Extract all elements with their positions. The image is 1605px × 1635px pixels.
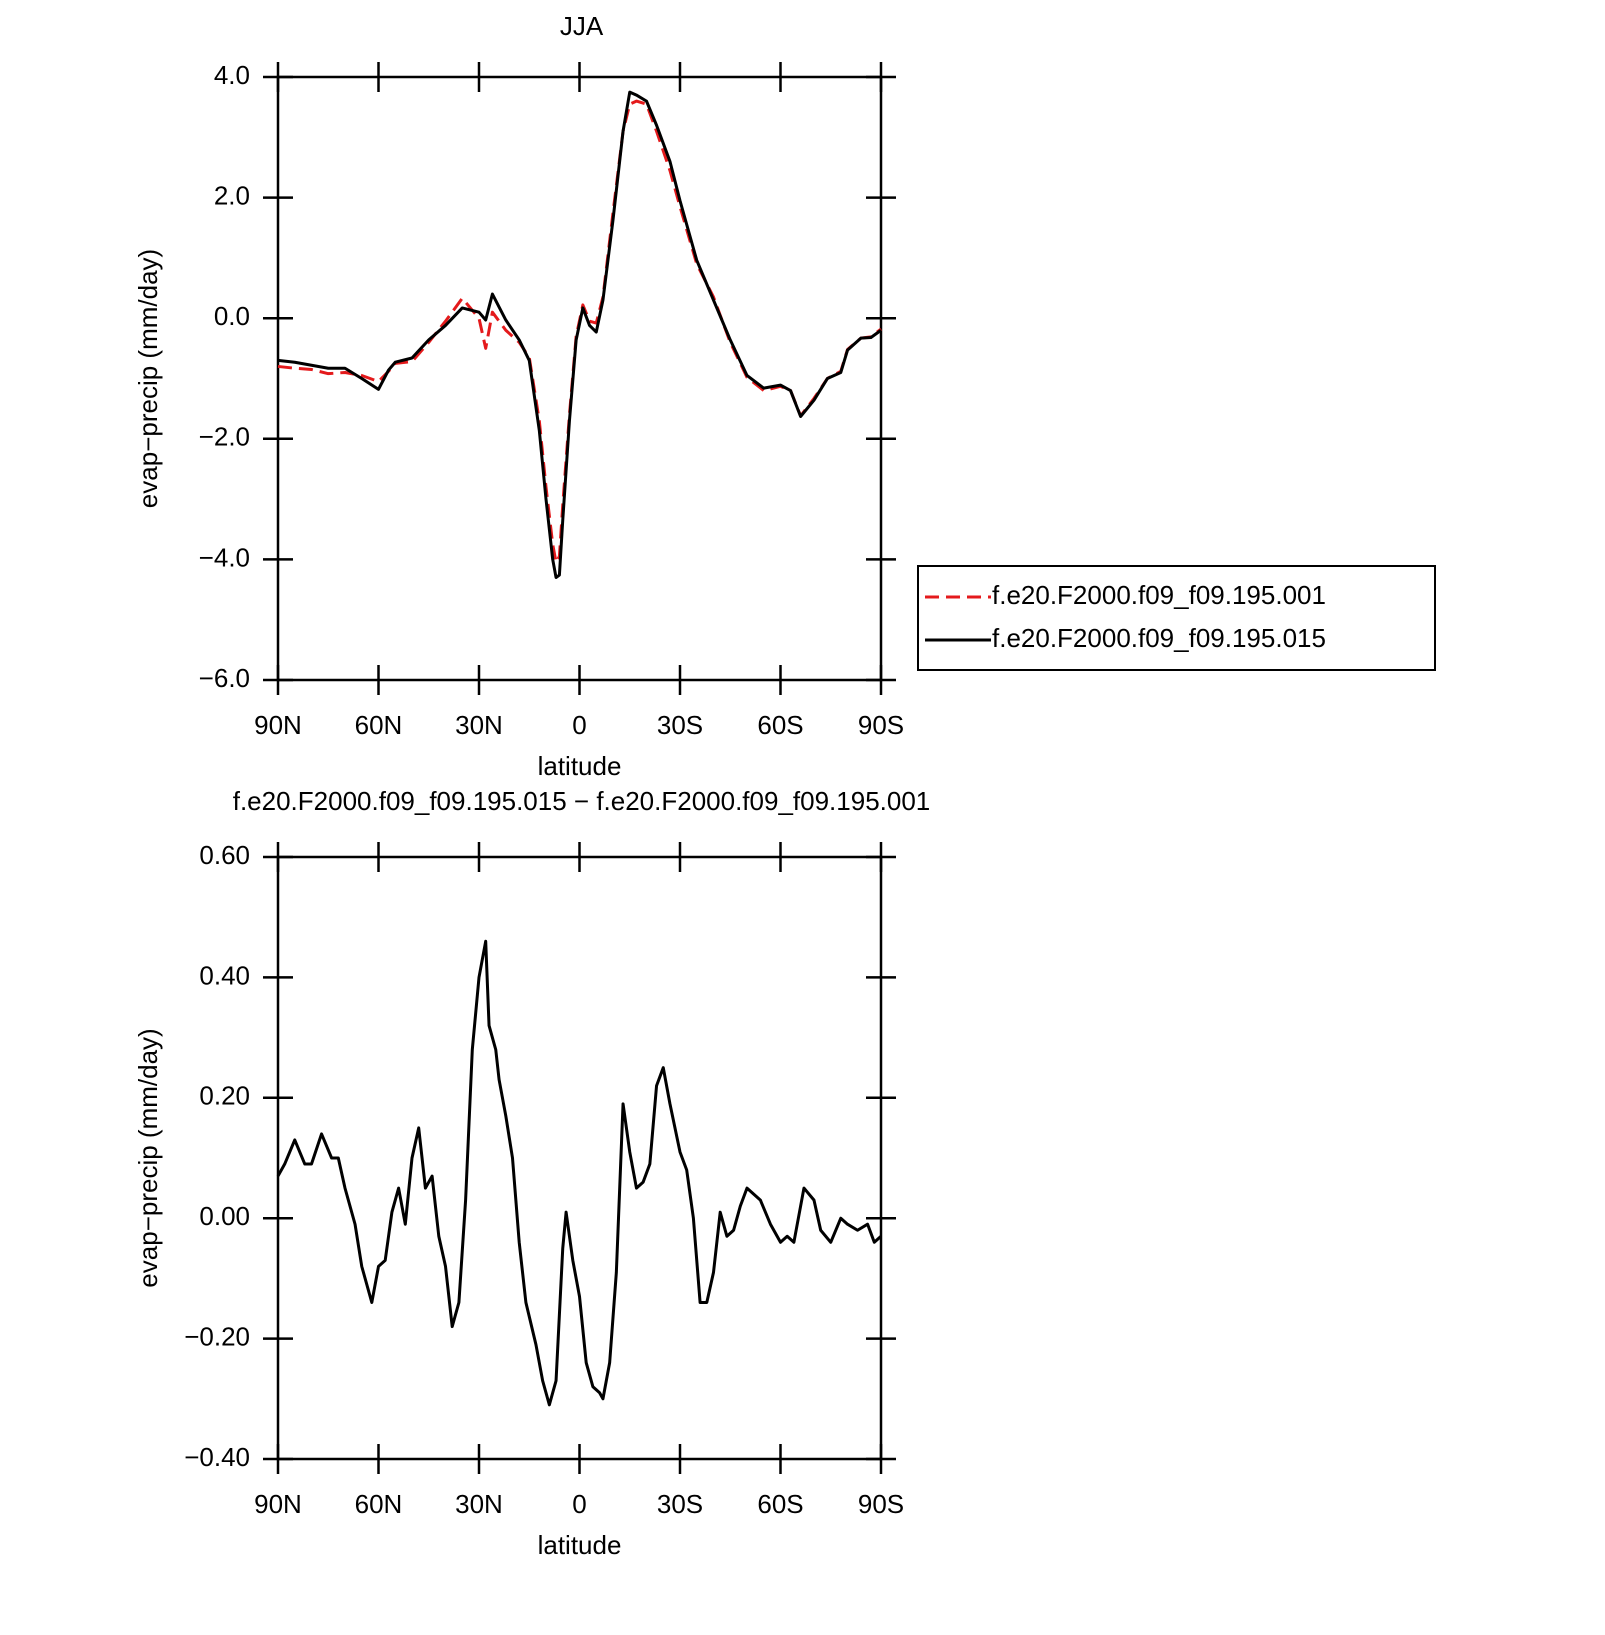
x-tick-label: 30N <box>455 710 503 740</box>
y-tick-label: −2.0 <box>199 422 250 452</box>
x-axis-label: latitude <box>538 751 622 781</box>
data-line <box>277 99 882 564</box>
x-tick-label: 0 <box>572 1489 586 1519</box>
legend-label: f.e20.F2000.f09_f09.195.001 <box>992 580 1326 610</box>
y-tick-label: −4.0 <box>199 542 250 572</box>
y-tick-label: 0.40 <box>199 960 250 990</box>
x-tick-label: 60S <box>757 710 803 740</box>
plot-frame <box>276 855 883 1461</box>
x-tick-label: 60N <box>355 1489 403 1519</box>
chart-title: f.e20.F2000.f09_f09.195.015 − f.e20.F200… <box>233 786 931 816</box>
x-tick-label: 30S <box>657 710 703 740</box>
x-tick-label: 30S <box>657 1489 703 1519</box>
x-tick-label: 60S <box>757 1489 803 1519</box>
y-tick-label: 4.0 <box>214 60 250 90</box>
plot-frame <box>276 75 883 682</box>
data-line <box>276 939 883 1407</box>
y-tick-label: 0.0 <box>214 301 250 331</box>
x-tick-label: 30N <box>455 1489 503 1519</box>
x-axis-label: latitude <box>538 1530 622 1560</box>
y-axis-label: evap−precip (mm/day) <box>133 1028 163 1287</box>
x-tick-label: 60N <box>355 710 403 740</box>
y-axis-label: evap−precip (mm/day) <box>133 249 163 508</box>
y-tick-label: 0.20 <box>199 1081 250 1111</box>
legend-box <box>917 565 1436 671</box>
x-tick-label: 90N <box>254 710 302 740</box>
y-tick-label: −0.20 <box>184 1321 250 1351</box>
y-tick-label: −0.40 <box>184 1442 250 1472</box>
x-tick-label: 90N <box>254 1489 302 1519</box>
x-tick-label: 90S <box>858 710 904 740</box>
y-tick-label: 0.60 <box>199 840 250 870</box>
chart-title: JJA <box>560 11 604 41</box>
legend-label: f.e20.F2000.f09_f09.195.015 <box>992 623 1326 653</box>
y-tick-label: 2.0 <box>214 180 250 210</box>
x-tick-label: 90S <box>858 1489 904 1519</box>
data-line <box>277 90 882 579</box>
x-tick-label: 0 <box>572 710 586 740</box>
y-tick-label: 0.00 <box>199 1201 250 1231</box>
y-tick-label: −6.0 <box>199 663 250 693</box>
